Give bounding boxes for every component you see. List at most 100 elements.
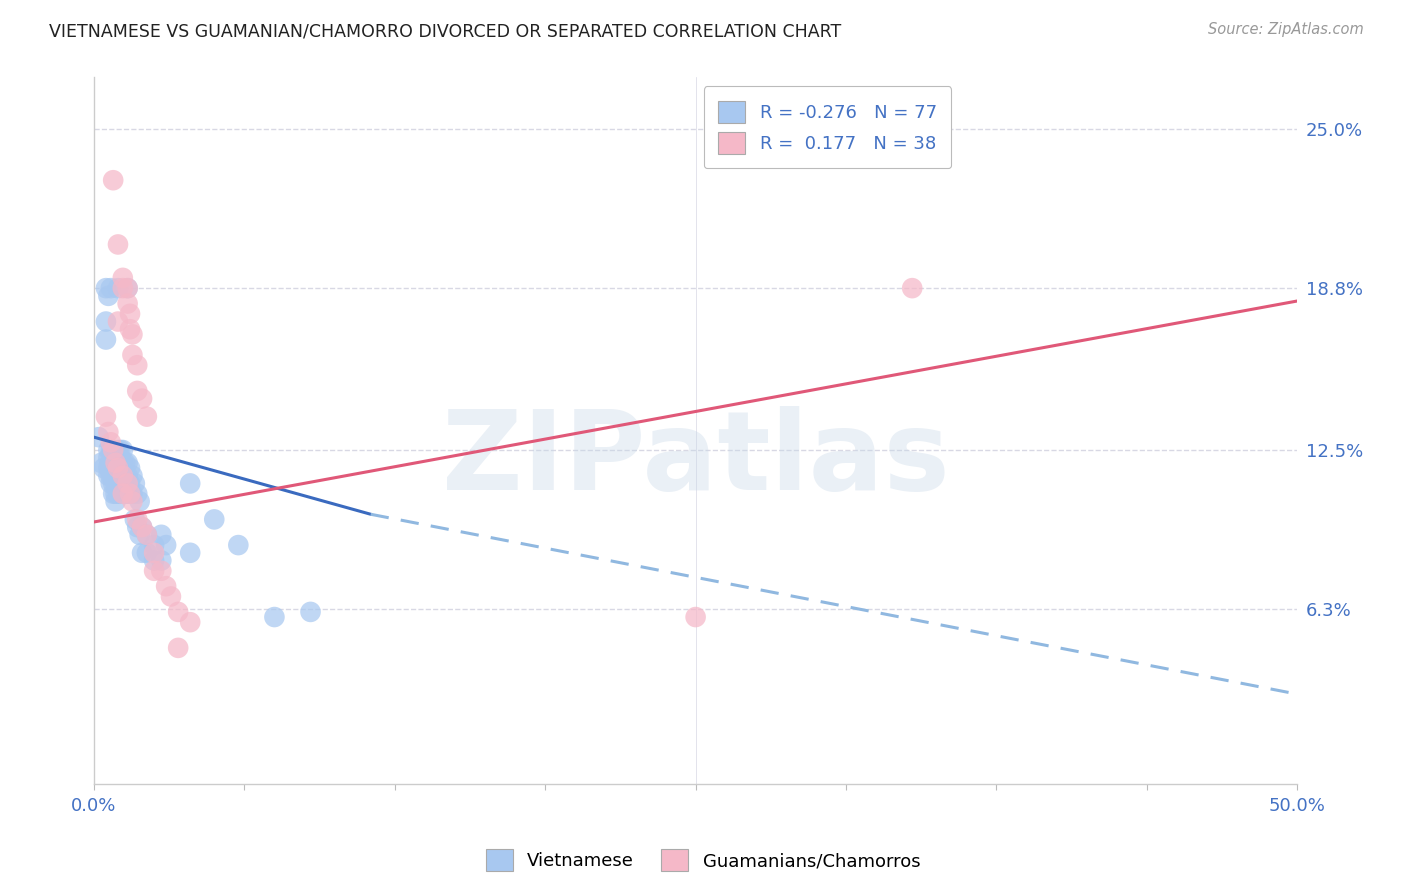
Point	[111, 443, 134, 458]
Point	[104, 494, 127, 508]
Point	[118, 486, 141, 500]
Point	[111, 461, 134, 475]
Point	[107, 456, 129, 470]
Point	[124, 512, 146, 526]
Point	[143, 538, 166, 552]
Point	[150, 564, 173, 578]
Point	[111, 486, 134, 500]
Point	[107, 314, 129, 328]
Point	[104, 450, 127, 465]
Point	[97, 425, 120, 439]
Point	[131, 546, 153, 560]
Point	[107, 443, 129, 458]
Point	[143, 564, 166, 578]
Point	[179, 615, 201, 630]
Point	[114, 486, 136, 500]
Point	[127, 384, 149, 398]
Point	[114, 468, 136, 483]
Point	[97, 461, 120, 475]
Point	[101, 476, 124, 491]
Point	[118, 476, 141, 491]
Point	[228, 538, 250, 552]
Point	[111, 468, 134, 483]
Point	[117, 296, 139, 310]
Point	[110, 461, 132, 475]
Point	[150, 528, 173, 542]
Point	[100, 468, 122, 483]
Point	[94, 333, 117, 347]
Point	[107, 281, 129, 295]
Point	[121, 468, 143, 483]
Point	[94, 409, 117, 424]
Point	[128, 528, 150, 542]
Point	[127, 486, 149, 500]
Point	[128, 494, 150, 508]
Point	[901, 281, 924, 295]
Text: VIETNAMESE VS GUAMANIAN/CHAMORRO DIVORCED OR SEPARATED CORRELATION CHART: VIETNAMESE VS GUAMANIAN/CHAMORRO DIVORCE…	[49, 22, 841, 40]
Point	[107, 486, 129, 500]
Point	[93, 461, 115, 475]
Point	[135, 409, 157, 424]
Point	[150, 553, 173, 567]
Point	[135, 528, 157, 542]
Point	[107, 461, 129, 475]
Point	[117, 476, 139, 491]
Point	[179, 476, 201, 491]
Point	[131, 520, 153, 534]
Point	[110, 450, 132, 465]
Point	[87, 430, 110, 444]
Point	[104, 476, 127, 491]
Point	[179, 546, 201, 560]
Point	[117, 456, 139, 470]
Point	[124, 476, 146, 491]
Point	[118, 461, 141, 475]
Point	[131, 520, 153, 534]
Point	[155, 579, 177, 593]
Point	[202, 512, 225, 526]
Point	[118, 322, 141, 336]
Point	[110, 468, 132, 483]
Point	[101, 461, 124, 475]
Point	[121, 494, 143, 508]
Point	[100, 456, 122, 470]
Point	[685, 610, 707, 624]
Point	[101, 468, 124, 483]
Text: Source: ZipAtlas.com: Source: ZipAtlas.com	[1208, 22, 1364, 37]
Point	[107, 476, 129, 491]
Point	[155, 538, 177, 552]
Point	[127, 512, 149, 526]
Point	[104, 468, 127, 483]
Point	[167, 640, 190, 655]
Point	[111, 271, 134, 285]
Point	[104, 456, 127, 470]
Point	[101, 443, 124, 458]
Point	[121, 486, 143, 500]
Point	[100, 461, 122, 475]
Point	[143, 553, 166, 567]
Point	[127, 358, 149, 372]
Point	[127, 520, 149, 534]
Point	[135, 546, 157, 560]
Point	[101, 486, 124, 500]
Point	[90, 456, 112, 470]
Point	[135, 528, 157, 542]
Point	[167, 605, 190, 619]
Point	[94, 314, 117, 328]
Point	[111, 476, 134, 491]
Legend: Vietnamese, Guamanians/Chamorros: Vietnamese, Guamanians/Chamorros	[478, 842, 928, 879]
Point	[117, 468, 139, 483]
Point	[100, 281, 122, 295]
Point	[94, 281, 117, 295]
Point	[118, 486, 141, 500]
Point	[101, 450, 124, 465]
Point	[107, 468, 129, 483]
Point	[117, 486, 139, 500]
Point	[121, 348, 143, 362]
Point	[263, 610, 285, 624]
Legend: R = -0.276   N = 77, R =  0.177   N = 38: R = -0.276 N = 77, R = 0.177 N = 38	[704, 87, 952, 169]
Point	[299, 605, 322, 619]
Point	[118, 307, 141, 321]
Point	[97, 450, 120, 465]
Point	[104, 456, 127, 470]
Point	[110, 476, 132, 491]
